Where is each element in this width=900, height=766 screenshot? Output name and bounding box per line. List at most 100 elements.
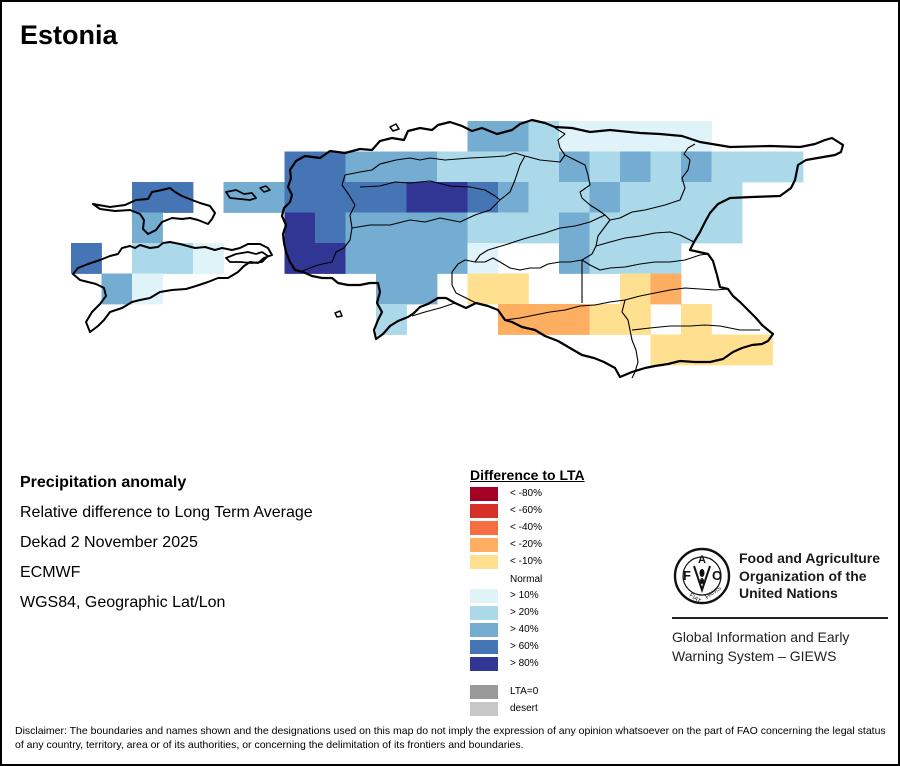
map-projection: WGS84, Geographic Lat/Lon (20, 594, 226, 611)
anomaly-cell (650, 334, 773, 366)
county-border (564, 143, 696, 221)
small-island (334, 310, 343, 318)
legend-title: Difference to LTA (470, 467, 585, 483)
anomaly-cell (284, 151, 346, 183)
anomaly-cell (589, 151, 621, 183)
map-heading: Precipitation anomaly (20, 474, 187, 491)
legend-swatch (470, 640, 498, 654)
anomaly-cell (528, 182, 590, 213)
anomaly-cell (620, 151, 651, 183)
anomaly-cell (284, 212, 316, 244)
logo-divider (672, 617, 888, 619)
fao-organization-name: Food and Agriculture Organization of the… (739, 550, 880, 603)
legend-label: > 20% (510, 607, 539, 618)
legend-swatch (470, 555, 498, 569)
anomaly-cell (589, 304, 651, 335)
anomaly-cell (284, 182, 407, 213)
anomaly-cell (711, 151, 804, 183)
anomaly-cell (681, 304, 712, 335)
svg-text:F: F (683, 568, 691, 583)
legend-label: > 10% (510, 590, 539, 601)
county-border (344, 127, 566, 176)
county-border (631, 324, 760, 331)
legend-label: > 40% (510, 624, 539, 635)
county-border (299, 174, 356, 273)
county-border (621, 299, 639, 379)
legend-swatch (470, 623, 498, 637)
legend-label: < -80% (510, 488, 542, 499)
legend-label: desert (510, 703, 538, 714)
anomaly-cell (345, 151, 438, 183)
legend-swatch (470, 657, 498, 671)
legend-label: > 80% (510, 658, 539, 669)
legend-item: desert (470, 702, 590, 716)
legend-label: < -40% (510, 522, 542, 533)
legend-item: > 20% (470, 606, 590, 620)
svg-text:A: A (698, 554, 706, 566)
legend-label: > 60% (510, 641, 539, 652)
anomaly-cell (498, 304, 590, 335)
legend-item: < -10% (470, 555, 590, 569)
county-border (411, 302, 456, 317)
legend-item: > 10% (470, 589, 590, 603)
anomaly-cell (589, 182, 621, 213)
legend-label: LTA=0 (510, 686, 539, 697)
anomaly-cell (132, 243, 194, 274)
anomaly-cell (650, 151, 682, 183)
legend-swatch (470, 487, 498, 501)
county-border (504, 287, 729, 321)
map-source: ECMWF (20, 564, 81, 581)
org-line-3: United Nations (739, 585, 838, 601)
county-border (595, 231, 695, 247)
muhu-coastline (225, 251, 269, 264)
org-line-1: Food and Agriculture (739, 550, 881, 566)
legend-item: < -20% (470, 538, 590, 552)
legend-item: < -60% (470, 504, 590, 518)
anomaly-cell (223, 182, 285, 213)
legend-item: < -40% (470, 521, 590, 535)
legend-swatch (470, 589, 498, 603)
legend-item: > 60% (470, 640, 590, 654)
map-subtitle: Relative difference to Long Term Average (20, 504, 313, 521)
country-borders (72, 118, 845, 379)
legend-item: > 40% (470, 623, 590, 637)
legend-swatch (470, 504, 498, 518)
hiiumaa-coastline (92, 187, 216, 235)
legend-item: Normal (470, 573, 590, 587)
county-border (581, 253, 709, 271)
estonia-coastline (280, 118, 845, 379)
legend-swatch (470, 685, 498, 699)
anomaly-cell (101, 273, 133, 305)
anomaly-cell (620, 273, 651, 305)
map-period: Dekad 2 November 2025 (20, 534, 198, 551)
disclaimer: Disclaimer: The boundaries and names sho… (15, 725, 886, 751)
legend-label: Normal (510, 574, 543, 585)
legend-label: < -20% (510, 539, 542, 550)
legend-swatch (470, 521, 498, 535)
anomaly-cell (71, 243, 102, 274)
small-island (389, 123, 400, 132)
county-border (451, 219, 611, 304)
legend-item: LTA=0 (470, 685, 590, 699)
anomaly-cell (315, 212, 346, 244)
org-line-2: Organization of the (739, 567, 867, 584)
anomaly-grid (71, 121, 804, 366)
county-border (474, 214, 606, 263)
anomaly-cell (467, 273, 529, 305)
legend-swatch (470, 606, 498, 620)
anomaly-cell (345, 243, 468, 274)
anomaly-cell (467, 121, 529, 152)
anomaly-cell (345, 212, 468, 244)
legend-label: < -60% (510, 505, 542, 516)
precipitation-anomaly-map (71, 118, 845, 379)
giews-line-2: Warning System – GIEWS (672, 648, 837, 664)
anomaly-cell (376, 273, 438, 305)
svg-text:O: O (712, 568, 722, 583)
anomaly-cell (467, 212, 560, 244)
anomaly-cell (467, 182, 499, 213)
legend-item: > 80% (470, 657, 590, 671)
anomaly-cell (132, 273, 163, 305)
giews-line-1: Global Information and Early (672, 629, 850, 645)
county-border (359, 180, 501, 201)
